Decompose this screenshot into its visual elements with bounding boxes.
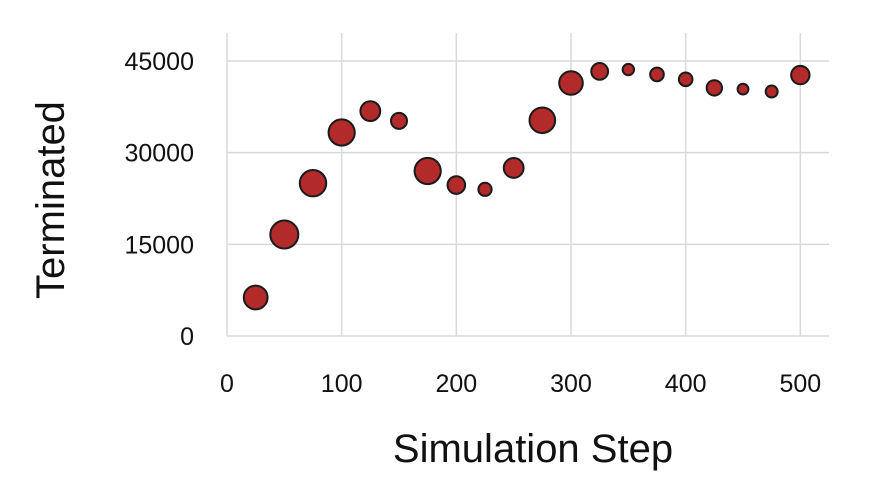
gridlines: [226, 33, 829, 337]
y-axis-title: Terminated: [29, 101, 73, 299]
y-tick-label: 15000: [124, 231, 194, 259]
data-point: [390, 111, 408, 130]
y-tick-label: 45000: [124, 48, 194, 76]
data-point: [736, 82, 750, 96]
data-point: [677, 71, 694, 88]
x-tick-label: 400: [665, 370, 707, 398]
data-point: [705, 79, 724, 97]
data-point: [790, 64, 811, 86]
data-point: [590, 61, 610, 81]
data-point: [764, 84, 779, 99]
data-point: [413, 156, 442, 186]
x-axis-title: Simulation Step: [393, 427, 673, 471]
x-axis-ticks: 0 100 200 300 400 500: [220, 370, 821, 398]
data-point: [327, 118, 356, 147]
data-point: [558, 70, 584, 96]
y-axis-ticks: 0 15000 30000 45000: [124, 48, 194, 351]
x-tick-label: 100: [321, 370, 363, 398]
data-point: [242, 284, 269, 311]
data-point: [502, 157, 525, 179]
data-point: [446, 175, 467, 195]
data-point: [528, 106, 557, 135]
x-tick-label: 200: [435, 370, 477, 398]
data-point: [269, 219, 300, 250]
x-tick-label: 300: [550, 370, 592, 398]
data-point: [298, 169, 328, 198]
data-point: [649, 66, 665, 83]
x-tick-label: 0: [220, 370, 234, 398]
data-points: [242, 61, 811, 311]
y-tick-label: 30000: [124, 140, 194, 168]
y-tick-label: 0: [180, 323, 194, 351]
data-point: [477, 181, 493, 197]
data-point: [359, 100, 382, 123]
x-tick-label: 500: [779, 370, 821, 398]
data-point: [621, 62, 636, 77]
